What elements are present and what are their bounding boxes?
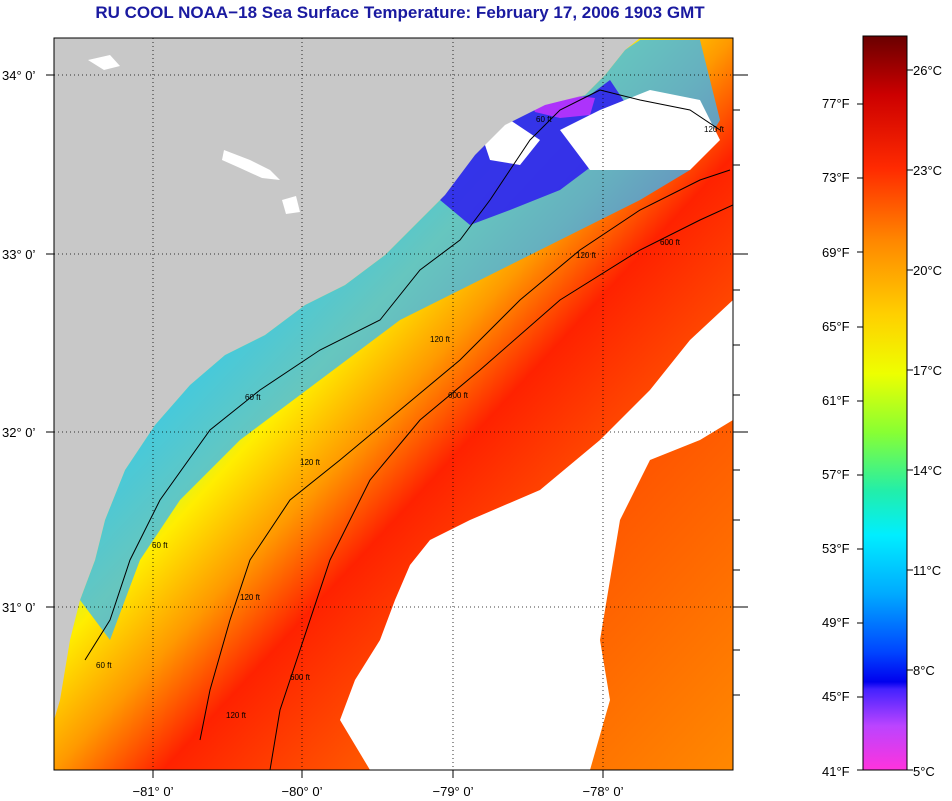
colorbar-c-label: 11°C xyxy=(913,563,941,578)
lake xyxy=(222,150,280,180)
cloud-mask xyxy=(560,90,720,170)
colorbar-c-label: 14°C xyxy=(913,463,942,478)
colorbar xyxy=(862,35,908,771)
colorbar-f-label: 73°F xyxy=(822,170,850,185)
contour-label: 120 ft xyxy=(240,593,261,602)
contour-label: 120 ft xyxy=(576,251,597,260)
map-title: RU COOL NOAA−18 Sea Surface Temperature:… xyxy=(95,3,705,22)
lon-label: −80° 0’ xyxy=(282,784,323,799)
colorbar-f-label: 45°F xyxy=(822,689,850,704)
colorbar-f-label: 65°F xyxy=(822,319,850,334)
colorbar-ticks xyxy=(857,69,913,771)
lon-label: −81° 0’ xyxy=(133,784,174,799)
contour-label: 120 ft xyxy=(226,711,247,720)
lat-label: 33° 0’ xyxy=(2,247,36,262)
lake xyxy=(282,196,300,214)
contour-label: 120 ft xyxy=(430,335,451,344)
colorbar-f-label: 41°F xyxy=(822,764,850,779)
colorbar-c-label: 8°C xyxy=(913,663,935,678)
contour-label: 600 ft xyxy=(448,391,469,400)
contour-label: 60 ft xyxy=(152,541,168,550)
contour-label: 600 ft xyxy=(290,673,311,682)
axis-ticks xyxy=(46,74,748,778)
lat-label: 32° 0’ xyxy=(2,425,36,440)
depth-contours xyxy=(84,89,733,770)
lat-label: 31° 0’ xyxy=(2,600,36,615)
lat-label: 34° 0’ xyxy=(2,68,36,83)
contour-label: 60 ft xyxy=(536,115,552,124)
colorbar-f-label: 61°F xyxy=(822,393,850,408)
colorbar-f-label: 49°F xyxy=(822,615,850,630)
colorbar-f-label: 57°F xyxy=(822,467,850,482)
cloud-mask xyxy=(340,300,733,770)
land xyxy=(54,38,640,720)
colorbar-f-label: 77°F xyxy=(822,96,850,111)
colorbar-c-label: 17°C xyxy=(913,363,942,378)
plot-frame xyxy=(53,37,734,771)
contour-label: 120 ft xyxy=(704,125,725,134)
lon-label: −79° 0’ xyxy=(433,784,474,799)
colorbar-c-label: 20°C xyxy=(913,263,942,278)
colorbar-f-label: 69°F xyxy=(822,245,850,260)
very-cold-patch xyxy=(440,80,630,225)
colorbar-c-label: 26°C xyxy=(913,63,942,78)
contour-label: 600 ft xyxy=(660,238,681,247)
lake xyxy=(88,55,120,70)
lon-label: −78° 0’ xyxy=(583,784,624,799)
contour-label: 60 ft xyxy=(96,661,112,670)
contour-label: 60 ft xyxy=(245,393,261,402)
colorbar-c-label: 5°C xyxy=(913,764,935,779)
contour-label: 120 ft xyxy=(300,458,321,467)
colorbar-c-label: 23°C xyxy=(913,163,942,178)
colorbar-f-label: 53°F xyxy=(822,541,850,556)
